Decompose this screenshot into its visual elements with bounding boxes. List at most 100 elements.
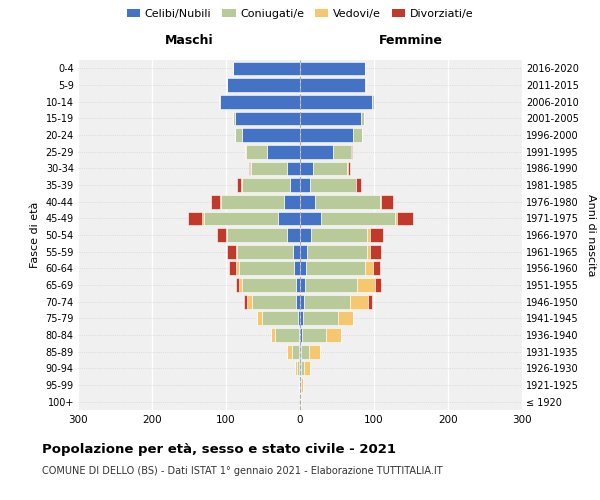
Bar [246,145,266,158]
Bar [204,212,278,225]
Bar [309,345,320,358]
Bar [355,178,356,192]
Bar [236,245,237,258]
Bar [237,245,293,258]
Bar [351,145,352,158]
Bar [300,278,305,292]
Bar [300,295,304,308]
Bar [249,162,250,175]
Bar [348,162,350,175]
Bar [296,278,300,292]
Bar [290,178,300,192]
Bar [257,312,262,325]
Bar [284,195,300,208]
Bar [218,95,220,108]
Bar [300,395,301,408]
Bar [278,212,300,225]
Bar [300,195,315,208]
Bar [299,362,300,375]
Bar [395,212,397,225]
Bar [266,145,300,158]
Bar [227,78,300,92]
Bar [275,328,299,342]
Bar [311,228,367,242]
Bar [321,212,395,225]
Bar [287,162,300,175]
Bar [250,162,251,175]
Bar [300,362,301,375]
Bar [299,345,300,358]
Bar [226,228,227,242]
Text: Femmine: Femmine [379,34,443,46]
Bar [367,245,370,258]
Bar [233,62,300,75]
Bar [368,295,372,308]
Bar [300,162,313,175]
Bar [310,178,355,192]
Bar [300,95,372,108]
Bar [300,312,303,325]
Bar [287,345,292,358]
Y-axis label: Anni di nascita: Anni di nascita [586,194,596,276]
Bar [271,328,275,342]
Bar [235,112,300,125]
Bar [334,145,351,158]
Bar [252,295,296,308]
Text: Popolazione per età, sesso e stato civile - 2021: Popolazione per età, sesso e stato civil… [42,442,396,456]
Bar [303,312,338,325]
Bar [367,228,370,242]
Bar [229,262,236,275]
Bar [241,178,242,192]
Bar [373,262,380,275]
Bar [227,245,236,258]
Text: Maschi: Maschi [164,34,214,46]
Bar [235,128,242,142]
Bar [350,295,368,308]
Bar [217,228,226,242]
Bar [361,112,364,125]
Bar [233,112,235,125]
Text: COMUNE DI DELLO (BS) - Dati ISTAT 1° gennaio 2021 - Elaborazione TUTTITALIA.IT: COMUNE DI DELLO (BS) - Dati ISTAT 1° gen… [42,466,443,476]
Bar [220,95,300,108]
Bar [347,162,348,175]
Bar [292,345,299,358]
Bar [315,195,380,208]
Bar [293,245,300,258]
Bar [237,178,241,192]
Bar [221,195,284,208]
Bar [294,262,300,275]
Bar [262,312,298,325]
Bar [300,328,302,342]
Bar [300,178,310,192]
Bar [372,95,374,108]
Bar [353,128,362,142]
Bar [365,262,373,275]
Bar [301,345,309,358]
Bar [220,195,221,208]
Bar [188,212,202,225]
Bar [245,145,246,158]
Bar [242,128,300,142]
Bar [301,378,303,392]
Bar [287,228,300,242]
Bar [300,78,365,92]
Bar [244,295,247,308]
Bar [300,345,301,358]
Bar [239,278,242,292]
Bar [307,245,367,258]
Bar [306,262,365,275]
Bar [202,212,204,225]
Bar [300,128,353,142]
Bar [239,262,294,275]
Bar [211,195,220,208]
Bar [299,378,300,392]
Bar [357,278,376,292]
Bar [236,278,239,292]
Bar [326,328,341,342]
Bar [300,62,365,75]
Bar [227,228,287,242]
Bar [380,195,382,208]
Bar [300,228,311,242]
Bar [302,328,326,342]
Bar [300,262,306,275]
